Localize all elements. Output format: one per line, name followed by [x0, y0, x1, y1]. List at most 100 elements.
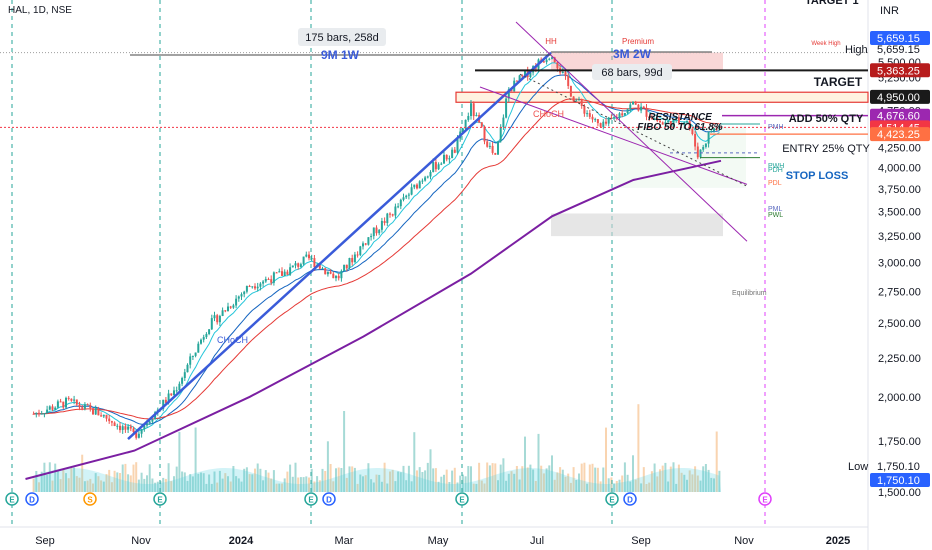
volume-bar [167, 463, 170, 492]
volume-bar [237, 478, 240, 492]
x-tick-label: Mar [335, 535, 354, 547]
volume-bar [696, 475, 699, 492]
volume-bar [564, 476, 567, 492]
volume-bar [362, 476, 364, 492]
hh-label: HH [545, 37, 557, 46]
volume-bar [521, 466, 524, 492]
volume-bar [683, 474, 686, 492]
volume-bar [497, 480, 499, 492]
candle-body [626, 109, 629, 113]
candle-body [421, 180, 424, 182]
volume-bar [699, 480, 702, 492]
candle-body [283, 271, 286, 276]
candle-body [286, 271, 289, 275]
volume-bar [194, 427, 197, 492]
volume-bar [416, 470, 418, 492]
volume-bar [459, 475, 462, 492]
candle-body [148, 421, 151, 424]
volume-bar [386, 483, 389, 492]
candle-body [259, 283, 262, 287]
volume-bar [526, 467, 529, 492]
candle-body [359, 246, 362, 255]
candle-body [83, 404, 86, 409]
low-price-tag: 1,750.10 [877, 475, 920, 487]
candle-body [483, 126, 486, 142]
volume-bar [113, 470, 116, 492]
volume-bar [200, 472, 202, 492]
volume-bar [510, 471, 513, 492]
volume-bar [413, 432, 416, 492]
volume-bar [572, 467, 575, 492]
candle-body [569, 86, 572, 97]
candle-body [129, 426, 132, 429]
volume-bar [634, 479, 637, 492]
volume-bar [659, 469, 661, 492]
volume-bar [621, 475, 624, 492]
volume-bar [208, 474, 211, 492]
volume-bar [116, 472, 119, 492]
candle-body [518, 75, 521, 82]
candle-body [56, 401, 59, 408]
volume-bar [210, 483, 213, 492]
volume-bar [432, 468, 435, 492]
candle-body [362, 243, 364, 247]
candle-body [715, 128, 718, 130]
candle-body [254, 286, 256, 289]
candle-body [40, 413, 43, 415]
event-marker-circle [455, 492, 469, 506]
candles [32, 56, 721, 440]
candle-body [127, 426, 130, 430]
resistance-price-tag: 4,950.00 [877, 92, 920, 104]
volume-bar [121, 464, 124, 492]
volume-bar [65, 473, 67, 492]
candle-body [583, 105, 586, 114]
candle-body [162, 399, 165, 409]
volume-bar [340, 468, 343, 492]
volume-bars [32, 404, 722, 492]
event-marker-circle [758, 492, 772, 506]
volume-bar [135, 462, 138, 492]
candle-body [302, 256, 305, 265]
candle-body [297, 263, 300, 267]
candle-body [551, 57, 553, 59]
volume-bar [278, 483, 281, 492]
volume-bar [189, 474, 192, 492]
volume-bar [578, 473, 580, 492]
candle-body [248, 286, 251, 287]
volume-bar [421, 472, 424, 492]
candle-body [521, 75, 524, 77]
candle-body [680, 123, 683, 125]
candle-body [453, 149, 456, 153]
volume-bar [537, 433, 540, 492]
candle-body [202, 337, 205, 340]
fibo-label: FIBO 50 TO 61.8% [637, 122, 723, 133]
candle-body [205, 334, 208, 338]
volume-bar [221, 478, 224, 492]
candle-body [92, 408, 94, 415]
volume-bar [345, 477, 348, 492]
volume-bar [232, 466, 235, 492]
volume-bar [599, 481, 602, 492]
volume-bar [494, 463, 497, 492]
volume-bar [596, 467, 599, 492]
candle-body [124, 426, 127, 430]
stop-price-tag-box [870, 127, 930, 142]
candle-body [197, 343, 200, 353]
candle-body [94, 408, 97, 415]
volume-bar [335, 468, 337, 492]
candle-body [645, 107, 648, 117]
volume-bar [48, 462, 51, 492]
candle-body [656, 118, 659, 121]
candle-body [340, 270, 343, 279]
x-tick-label: 2025 [826, 535, 850, 547]
volume-bar [383, 462, 386, 492]
volume-bar [164, 478, 167, 492]
candle-body [181, 378, 184, 384]
event-marker-circle [83, 492, 97, 506]
candle-body [497, 141, 499, 155]
volume-bar [686, 479, 688, 492]
volume-bar [140, 472, 143, 492]
candle-body [426, 176, 429, 178]
